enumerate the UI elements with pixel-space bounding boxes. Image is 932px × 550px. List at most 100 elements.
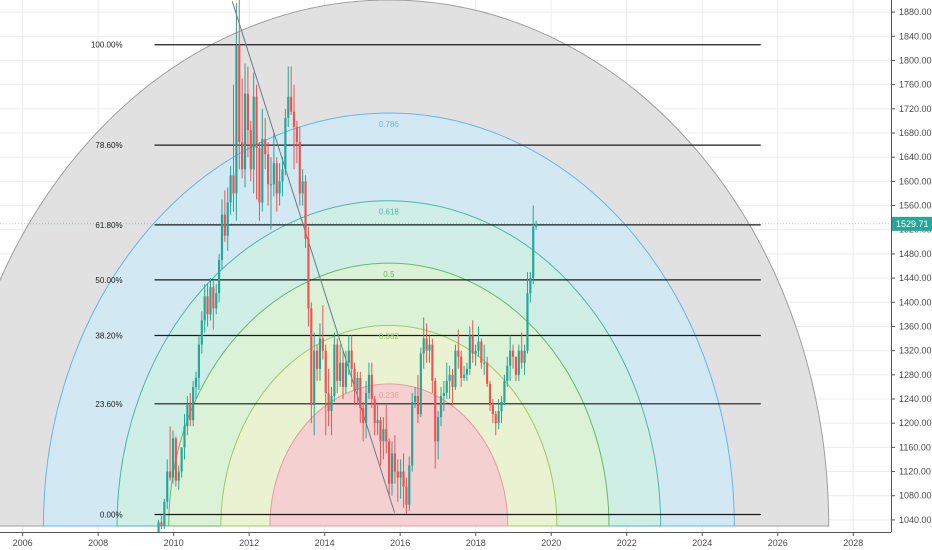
- candle-body: [235, 45, 238, 194]
- candle-body: [379, 420, 382, 442]
- candle-body: [347, 350, 350, 363]
- candle-body: [488, 383, 492, 406]
- candle-body: [448, 374, 451, 381]
- candle-body: [169, 471, 172, 478]
- candle-body: [399, 471, 402, 478]
- candle-body: [189, 405, 192, 421]
- y-tick-label: 1400.00: [899, 297, 932, 307]
- candle-body: [471, 335, 474, 354]
- fib-level-label: 78.60%: [95, 141, 122, 150]
- candle-body: [385, 429, 388, 442]
- candle-body: [431, 344, 434, 381]
- y-tick-label: 1600.00: [899, 176, 932, 186]
- y-tick-label: 1200.00: [899, 418, 932, 428]
- candle-body: [339, 362, 342, 381]
- y-tick-label: 1800.00: [899, 55, 932, 65]
- candle-body: [483, 362, 486, 364]
- candle-body: [500, 402, 503, 412]
- candle-body: [180, 447, 183, 472]
- candle-body: [520, 350, 523, 363]
- fib-arcs: [0, 0, 830, 527]
- candle-body: [462, 374, 466, 378]
- candle-body: [465, 368, 469, 375]
- candle-body: [252, 96, 255, 170]
- candle-body: [373, 399, 376, 424]
- candle-body: [272, 163, 275, 185]
- y-tick-label: 1320.00: [899, 346, 932, 356]
- y-tick-label: 1680.00: [899, 128, 932, 138]
- candle-body: [183, 426, 186, 448]
- candles: [157, 0, 538, 540]
- candle-body: [218, 259, 221, 294]
- candle-body: [212, 287, 215, 309]
- candle-body: [356, 377, 359, 390]
- trend-line: [231, 1, 396, 513]
- fib-retracement[interactable]: 100.00% 78.60% 61.80% 50.00% 38.20% 23.60% 0.0…: [91, 41, 761, 520]
- candle-body: [238, 45, 241, 143]
- candle-body: [494, 414, 497, 424]
- fib-level-label: 0.00%: [100, 510, 123, 519]
- y-tick-label: 1120.00: [899, 467, 931, 477]
- candle-body: [388, 441, 391, 484]
- candle-body: [220, 214, 224, 260]
- candle-body: [177, 471, 180, 481]
- candle-body: [506, 365, 509, 381]
- candle-body: [304, 181, 307, 239]
- candle-body: [261, 139, 264, 203]
- x-axis-panel: [0, 532, 932, 550]
- candle-body: [382, 429, 385, 442]
- fib-level-label: 61.80%: [95, 221, 122, 230]
- candle-body: [255, 96, 258, 149]
- x-tick-label: 2016: [390, 538, 410, 548]
- y-tick-label: 1720.00: [899, 104, 932, 114]
- candle-body: [526, 293, 529, 351]
- candle-body: [215, 293, 218, 309]
- candle-body: [350, 350, 353, 369]
- candle-body: [451, 374, 454, 387]
- candle-body: [269, 184, 273, 186]
- candle-body: [327, 392, 330, 412]
- candle-body: [517, 350, 520, 375]
- candle-body: [419, 353, 422, 415]
- candle-body: [460, 356, 463, 378]
- candle-body: [523, 350, 526, 363]
- candle-body: [313, 350, 316, 406]
- y-tick-label: 1880.00: [899, 7, 932, 17]
- candle-body: [477, 341, 480, 351]
- fib-arc-label: 0.786: [379, 120, 400, 129]
- candle-body: [192, 386, 195, 421]
- candle-body: [408, 465, 411, 505]
- y-tick-label: 1040.00: [899, 515, 932, 525]
- candle-body: [197, 344, 200, 378]
- candle-body: [364, 392, 368, 424]
- candle-body: [333, 344, 336, 396]
- candle-body: [359, 377, 362, 409]
- candle-body: [186, 405, 189, 427]
- y-tick-label: 1560.00: [899, 201, 932, 211]
- candle-body: [249, 129, 252, 170]
- candle-body: [310, 308, 313, 406]
- x-tick-label: 2014: [315, 538, 335, 548]
- y-tick-label: 1440.00: [899, 273, 932, 283]
- candle-body: [491, 405, 494, 415]
- candle-body: [474, 350, 477, 354]
- candle-body: [511, 350, 515, 357]
- candle-body: [454, 350, 457, 387]
- candle-body: [163, 501, 166, 526]
- x-tick-label: 2026: [768, 538, 788, 548]
- candle-body: [226, 202, 229, 236]
- candle-body: [174, 438, 177, 481]
- candle-body: [497, 411, 500, 424]
- y-tick-label: 1160.00: [899, 442, 931, 452]
- candle-body: [428, 344, 431, 351]
- candle-body: [480, 341, 483, 363]
- candle-body: [307, 238, 310, 309]
- x-tick-label: 2020: [541, 538, 561, 548]
- candle-body: [437, 417, 440, 442]
- candle-body: [422, 338, 425, 354]
- candle-body: [362, 408, 365, 424]
- candle-body: [287, 96, 290, 118]
- candle-body: [200, 320, 203, 345]
